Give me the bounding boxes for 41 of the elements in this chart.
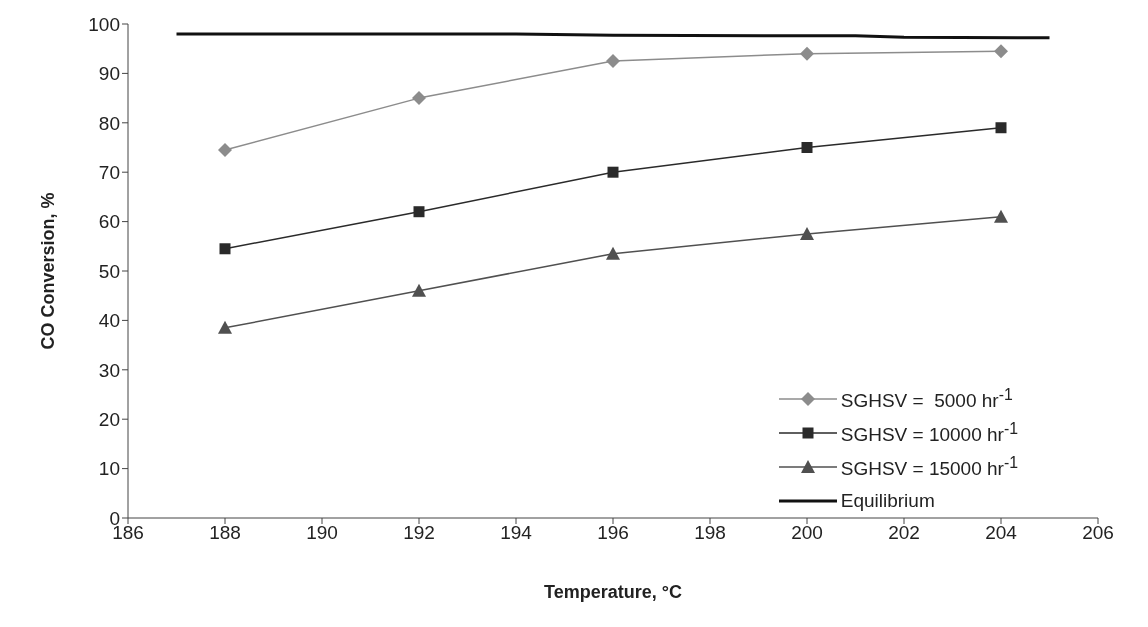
point — [412, 91, 426, 106]
x-tick-label: 198 — [694, 522, 726, 544]
point — [994, 44, 1008, 59]
y-tick-label: 90 — [98, 63, 120, 85]
legend-label: SGHSV = 5000 hr$^{-1}$ — [840, 385, 1013, 413]
x-tick-label: 190 — [306, 522, 338, 544]
point — [800, 226, 814, 240]
x-tick-label: 204 — [985, 522, 1018, 544]
x-tick-label: 188 — [209, 522, 241, 544]
y-tick-label: 80 — [98, 112, 120, 134]
point — [994, 209, 1008, 223]
y-tick-label: 70 — [98, 161, 120, 183]
point — [413, 206, 425, 218]
x-tick-label: 206 — [1082, 522, 1114, 544]
x-tick-label: 202 — [888, 522, 920, 544]
x-tick-label: 196 — [597, 522, 629, 544]
y-tick-label: 20 — [98, 408, 120, 430]
y-tick-label: 10 — [98, 458, 120, 480]
point — [607, 166, 619, 178]
point — [412, 283, 426, 297]
point — [995, 122, 1007, 134]
point — [219, 243, 231, 255]
legend-label: Equilibrium — [840, 490, 935, 512]
y-tick-label: 40 — [98, 310, 120, 332]
y-axis-title: CO Conversion, % — [38, 192, 59, 350]
point — [606, 246, 620, 260]
y-tick-label: 60 — [98, 211, 120, 233]
x-tick-label: 194 — [500, 522, 533, 544]
x-axis-title: Temperature, °C — [544, 582, 682, 602]
point — [606, 54, 620, 69]
legend-label: SGHSV = 15000 hr$^{-1}$ — [840, 453, 1018, 481]
x-tick-label: 192 — [403, 522, 435, 544]
point — [218, 320, 232, 334]
point — [801, 142, 813, 153]
point — [218, 142, 232, 157]
y-tick-label: 50 — [98, 260, 120, 282]
legend-label: SGHSV = 10000 hr$^{-1}$ — [840, 419, 1018, 447]
point — [800, 46, 814, 61]
x-tick-label: 200 — [791, 522, 823, 544]
y-tick-label: 30 — [98, 359, 120, 381]
y-tick-label: 100 — [88, 13, 120, 35]
